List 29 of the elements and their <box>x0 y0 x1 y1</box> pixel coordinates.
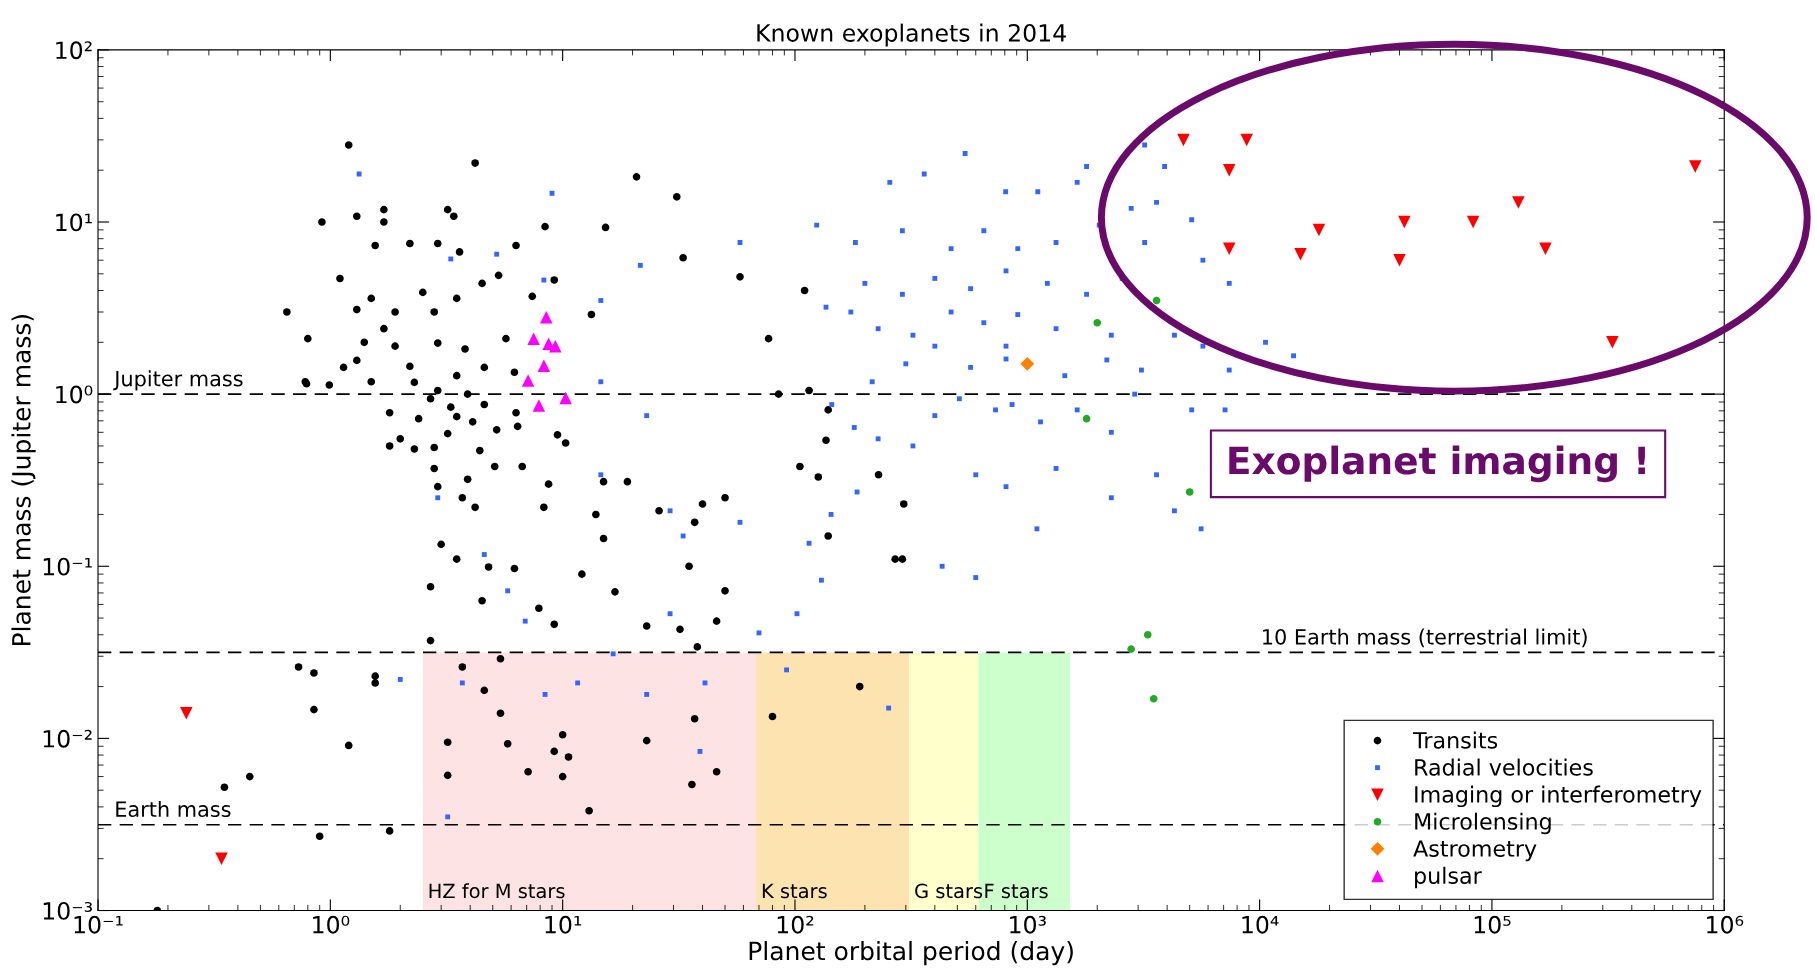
legend-label: Radial velocities <box>1415 758 1593 776</box>
band-label: HZ for M stars <box>429 883 565 899</box>
annotation: Exoplanet imaging ! <box>1229 445 1645 483</box>
y-axis-title: Planet mass (Jupiter mass) <box>11 315 36 646</box>
y-tick-label: 10⁻² <box>43 729 92 748</box>
y-tick-label: 10⁻¹ <box>43 557 92 576</box>
x-tick-label: 10² <box>777 915 814 934</box>
ref-line-label: Jupiter mass <box>113 370 243 391</box>
x-tick-label: 10³ <box>1010 915 1046 934</box>
legend-label: pulsar <box>1415 866 1482 889</box>
legend-label: Transits <box>1412 731 1498 749</box>
chart-title: Known exoplanets in 2014 <box>757 23 1066 47</box>
ref-line-label: Earth mass <box>116 800 231 818</box>
y-tick-label: 10² <box>56 41 92 60</box>
ref-line-label: 10 Earth mass (terrestrial limit) <box>1263 628 1587 648</box>
x-tick-label: 10⁵ <box>1474 915 1511 934</box>
legend-label: Astrometry <box>1413 840 1537 862</box>
x-tick-label: 10¹ <box>545 915 582 934</box>
band-label: F stars <box>985 883 1048 899</box>
x-tick-label: 10⁰ <box>313 915 350 934</box>
legend-label: Imaging or interferometry <box>1415 785 1702 808</box>
y-tick-label: 10⁰ <box>56 385 93 404</box>
x-tick-label: 10⁶ <box>1707 915 1744 934</box>
x-tick-label: 10⁴ <box>1242 915 1279 934</box>
x-axis-title: Planet orbital period (day) <box>749 941 1073 966</box>
y-tick-label: 10¹ <box>56 213 92 232</box>
band-label: G stars <box>915 883 983 899</box>
legend-label: Microlensing <box>1415 812 1551 835</box>
band-label: K stars <box>762 883 827 899</box>
